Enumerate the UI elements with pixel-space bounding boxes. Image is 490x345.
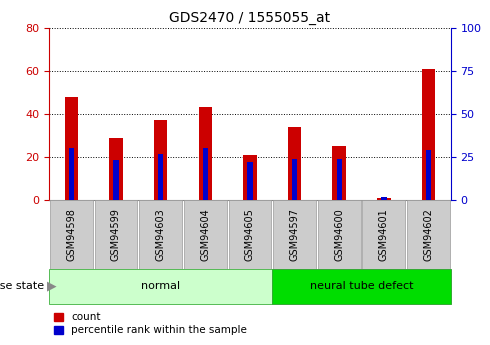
Text: GSM94603: GSM94603 <box>156 208 166 261</box>
Bar <box>377 198 391 200</box>
Bar <box>154 120 167 200</box>
Bar <box>198 107 212 200</box>
Bar <box>202 148 208 200</box>
Text: GSM94600: GSM94600 <box>334 208 344 261</box>
Text: normal: normal <box>141 282 180 291</box>
Text: GSM94597: GSM94597 <box>290 208 299 261</box>
Bar <box>158 154 163 200</box>
Bar <box>381 197 387 200</box>
Bar <box>333 146 346 200</box>
Bar <box>113 160 119 200</box>
Bar <box>288 127 301 200</box>
Title: GDS2470 / 1555055_at: GDS2470 / 1555055_at <box>170 11 330 25</box>
Text: GSM94604: GSM94604 <box>200 208 210 261</box>
Bar <box>292 159 297 200</box>
Bar <box>109 138 122 200</box>
Legend: count, percentile rank within the sample: count, percentile rank within the sample <box>54 312 247 335</box>
Bar <box>426 150 431 200</box>
Text: ▶: ▶ <box>47 280 56 293</box>
Text: GSM94605: GSM94605 <box>245 208 255 261</box>
Text: GSM94601: GSM94601 <box>379 208 389 261</box>
Bar <box>337 159 342 200</box>
Text: disease state: disease state <box>0 282 44 291</box>
Text: GSM94599: GSM94599 <box>111 208 121 261</box>
Text: GSM94598: GSM94598 <box>66 208 76 261</box>
Bar <box>422 69 435 200</box>
Bar <box>65 97 78 200</box>
Bar <box>247 162 252 200</box>
Bar <box>243 155 257 200</box>
Bar <box>69 148 74 200</box>
Text: neural tube defect: neural tube defect <box>310 282 413 291</box>
Text: GSM94602: GSM94602 <box>423 208 434 261</box>
